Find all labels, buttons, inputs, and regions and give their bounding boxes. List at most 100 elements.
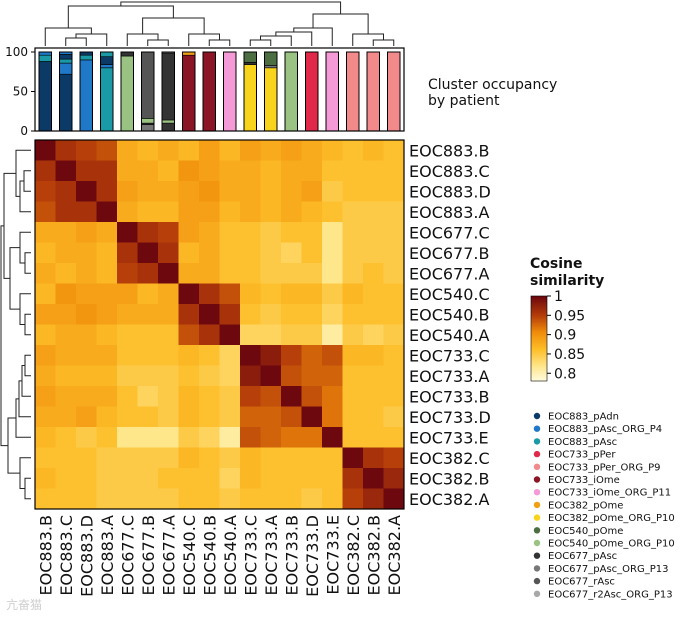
heatmap-cell <box>137 201 159 223</box>
occupancy-panel: 100 50 0 Cluster occupancy by patient <box>5 45 557 138</box>
column-label: EOC382.C <box>344 515 363 596</box>
heatmap-cell <box>281 427 302 448</box>
dendrogram-branch <box>15 398 31 438</box>
heatmap-cell <box>240 181 261 202</box>
heatmap-cell <box>158 160 179 182</box>
heatmap-cell <box>117 181 138 202</box>
row-label: EOC382.A <box>409 490 490 509</box>
heatmap-cell <box>301 468 323 489</box>
heatmap-cell <box>35 222 56 243</box>
heatmap-cell <box>281 263 302 284</box>
dendrogram-branch <box>120 1 342 14</box>
heatmap-cell <box>240 468 261 489</box>
occupancy-bar-segment <box>141 124 155 132</box>
heatmap-cell <box>240 263 261 284</box>
heatmap-cell <box>363 222 384 243</box>
heatmap-cell <box>199 468 220 489</box>
legend-marker <box>533 489 541 496</box>
heatmap-cell <box>322 468 343 489</box>
colorbar-swatch <box>531 354 547 356</box>
heatmap-cell <box>363 427 384 448</box>
heatmap-cell <box>35 242 56 264</box>
heatmap-cell <box>219 386 241 407</box>
heatmap-cell <box>117 263 138 284</box>
colorbar-tick-label: 0.95 <box>554 308 585 324</box>
colorbar-swatch <box>531 378 547 381</box>
occupancy-bar-segment <box>264 51 278 66</box>
heatmap-cell <box>240 283 261 305</box>
column-label: EOC733.E <box>323 515 342 595</box>
legend-label: EOC540_pOme <box>548 526 623 537</box>
heatmap-cell <box>96 386 118 407</box>
heatmap-cell <box>35 304 56 325</box>
heatmap-cell <box>178 447 200 469</box>
heatmap-cell <box>342 140 364 161</box>
colorbar-swatch <box>531 324 547 327</box>
heatmap-cell <box>281 222 302 243</box>
heatmap-cell <box>76 160 97 182</box>
legend-marker <box>533 463 541 470</box>
colorbar-swatch <box>531 355 547 358</box>
heatmap-cell <box>383 345 405 366</box>
heatmap-cell <box>35 406 56 428</box>
heatmap-cell <box>363 406 384 428</box>
colorbar-swatch <box>531 315 547 318</box>
colorbar-swatch <box>531 313 547 315</box>
occupancy-bar-segment <box>100 51 114 57</box>
heatmap-cell <box>383 242 405 264</box>
heatmap-cell <box>342 304 364 325</box>
heatmap-cell <box>178 201 200 223</box>
occupancy-bar-segment <box>120 51 134 57</box>
occupancy-ytick-label: 50 <box>13 85 28 99</box>
colorbar-swatch <box>531 318 547 321</box>
heatmap-cell <box>35 140 56 161</box>
colorbar-swatch <box>531 334 547 337</box>
colorbar-swatch <box>531 325 547 328</box>
heatmap-cell <box>342 324 364 346</box>
heatmap-cell <box>76 181 97 202</box>
heatmap-cell <box>117 304 138 325</box>
row-label: EOC733.A <box>409 367 490 386</box>
heatmap-cell <box>363 283 384 305</box>
heatmap-cell <box>199 345 220 366</box>
watermark-text: 亢奋猫 <box>6 598 43 612</box>
colorbar-swatch <box>531 328 547 331</box>
heatmap-cell <box>117 324 138 346</box>
colorbar-swatch <box>531 338 547 341</box>
heatmap-cell <box>322 263 343 284</box>
occupancy-bar-segment <box>141 118 155 124</box>
heatmap-cell <box>76 386 97 407</box>
dendrogram-branch <box>142 17 205 34</box>
heatmap-cell <box>240 427 261 448</box>
heatmap-cell <box>117 447 138 469</box>
heatmap-cell <box>96 345 118 366</box>
column-label: EOC382.B <box>364 515 383 595</box>
heatmap-cell <box>96 160 118 182</box>
colorbar-swatch <box>531 301 547 304</box>
occupancy-bar-segment <box>59 54 73 60</box>
heatmap-cell <box>96 181 118 202</box>
heatmap-cell <box>96 304 118 325</box>
colorbar-swatch <box>531 344 547 347</box>
heatmap-cell <box>178 283 200 305</box>
occupancy-bar-segment <box>264 67 278 132</box>
legend-marker <box>533 450 541 458</box>
heatmap-cell <box>158 222 179 243</box>
heatmap-cell <box>363 160 384 182</box>
heatmap-cell <box>199 160 220 182</box>
column-label: EOC733.C <box>241 515 260 596</box>
heatmap-cell <box>260 242 282 264</box>
heatmap-cell <box>158 468 179 489</box>
heatmap-cell <box>137 447 159 469</box>
heatmap-cell <box>137 283 159 305</box>
colorbar-swatch <box>531 330 547 332</box>
heatmap-cell <box>199 140 220 161</box>
heatmap-cell <box>281 201 302 223</box>
heatmap-cell <box>96 201 118 223</box>
heatmap-cell <box>363 488 384 510</box>
legend-marker <box>533 438 541 445</box>
colorbar-tick-label: 0.8 <box>554 366 576 382</box>
heatmap-cell <box>383 263 405 284</box>
colorbar-swatch <box>531 298 547 301</box>
heatmap-cell <box>342 222 364 243</box>
